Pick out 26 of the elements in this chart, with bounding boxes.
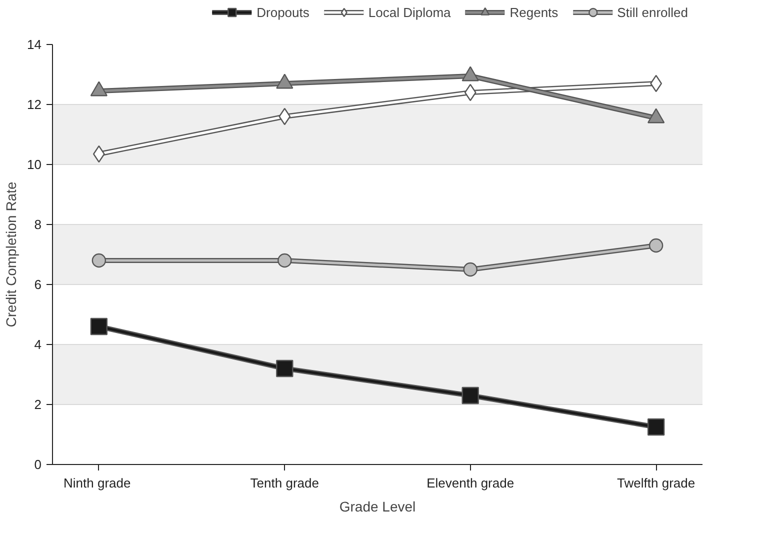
y-tick-label: 8 <box>34 217 42 232</box>
legend-label: Dropouts <box>256 4 310 20</box>
y-tick-label: 14 <box>27 37 42 52</box>
x-tick-label: Tenth grade <box>250 476 319 490</box>
point <box>463 262 478 277</box>
x-axis-title: Grade Level <box>339 498 416 514</box>
y-tick-label: 6 <box>34 277 42 292</box>
y-tick-label: 12 <box>27 97 42 112</box>
point <box>278 253 292 268</box>
legend-label: Still enrolled <box>617 4 688 20</box>
x-tick-label: Twelfth grade <box>617 476 696 490</box>
y-tick-label: 4 <box>34 337 42 352</box>
y-tick-label: 2 <box>34 397 42 412</box>
point <box>92 253 106 268</box>
legend-label: Regents <box>510 4 558 20</box>
y-tick-label: 0 <box>34 457 42 472</box>
y-axis-title: Credit Completion Rate <box>3 182 20 328</box>
x-tick-label: Ninth grade <box>64 476 131 490</box>
x-tick-label: Eleventh grade <box>426 476 514 490</box>
point <box>648 238 664 253</box>
point <box>90 318 108 336</box>
point <box>276 360 294 378</box>
point <box>462 386 479 404</box>
y-tick-label: 10 <box>27 157 42 172</box>
legend-label: Local Diploma <box>368 4 451 20</box>
point <box>647 418 665 436</box>
